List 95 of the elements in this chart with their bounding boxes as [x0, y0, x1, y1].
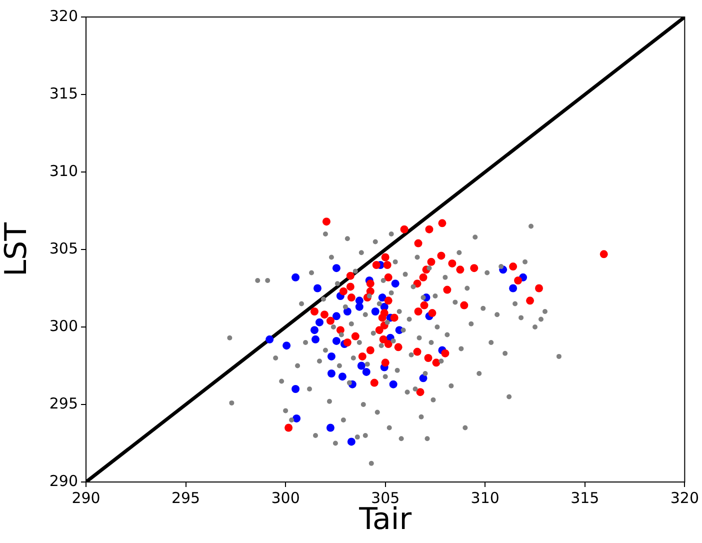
point	[514, 276, 522, 284]
point	[443, 286, 452, 294]
x-tick-label: 305	[371, 488, 400, 507]
point	[384, 273, 392, 282]
point	[384, 296, 392, 305]
point	[327, 352, 336, 360]
point	[438, 219, 446, 228]
point	[284, 424, 293, 432]
point	[413, 280, 422, 288]
point	[343, 308, 352, 316]
point	[414, 308, 422, 316]
point	[313, 284, 322, 292]
point	[326, 316, 334, 325]
point	[394, 343, 402, 352]
point	[381, 253, 390, 262]
point	[338, 372, 346, 381]
point	[326, 424, 334, 432]
point	[441, 349, 450, 358]
point	[327, 370, 336, 378]
point	[322, 218, 330, 226]
point	[378, 294, 386, 302]
point	[413, 348, 422, 356]
point	[292, 385, 300, 393]
point	[378, 314, 386, 322]
point	[448, 259, 456, 268]
y-tick-label: 290	[49, 472, 78, 490]
point	[351, 332, 360, 340]
point	[292, 273, 300, 282]
y-tick-label: 300	[49, 316, 78, 335]
x-tick-label: 295	[171, 488, 200, 507]
x-tick-label: 315	[570, 488, 600, 507]
point	[266, 335, 274, 344]
point	[535, 284, 544, 292]
point	[509, 284, 518, 292]
point	[346, 272, 354, 280]
point	[432, 358, 440, 367]
point	[311, 335, 320, 344]
point	[357, 362, 366, 370]
point	[526, 296, 534, 305]
point	[339, 287, 348, 296]
point	[424, 354, 432, 362]
point	[390, 314, 398, 322]
point	[400, 225, 408, 234]
point	[347, 438, 356, 446]
point	[310, 326, 318, 334]
point	[428, 309, 436, 318]
point	[372, 261, 380, 269]
point	[370, 378, 378, 387]
point	[371, 308, 380, 316]
point	[384, 340, 392, 348]
point	[332, 336, 340, 345]
point	[437, 252, 446, 260]
point	[420, 301, 428, 310]
point	[346, 282, 354, 291]
point	[391, 280, 400, 288]
x-tick-label: 300	[271, 488, 300, 507]
point	[600, 250, 608, 258]
y-tick-label: 295	[49, 394, 78, 412]
point	[282, 342, 291, 350]
point	[343, 338, 352, 346]
point	[416, 388, 424, 396]
point	[379, 335, 388, 344]
point	[460, 301, 468, 310]
y-tick-label: 320	[49, 6, 78, 25]
x-tick-label: 310	[470, 488, 500, 507]
point	[375, 326, 384, 334]
x-tick-label: 290	[72, 488, 100, 507]
y-tick-label: 315	[49, 84, 78, 102]
point	[332, 312, 340, 320]
y-tick-label: 305	[49, 239, 78, 258]
point	[336, 326, 344, 334]
point	[509, 262, 518, 271]
point	[381, 358, 390, 367]
point	[456, 266, 464, 274]
point	[332, 264, 340, 272]
point	[389, 380, 398, 388]
point	[355, 302, 364, 311]
point	[383, 261, 392, 269]
point	[427, 258, 436, 266]
point	[366, 346, 374, 354]
x-tick-label: 320	[670, 488, 700, 507]
point	[470, 264, 478, 272]
y-tick-label: 310	[49, 162, 78, 180]
point	[292, 414, 301, 422]
point	[320, 310, 328, 319]
point	[347, 294, 356, 302]
point	[425, 225, 434, 234]
point	[362, 368, 370, 376]
point	[366, 280, 374, 288]
y-axis-title: LST	[0, 222, 34, 277]
point	[315, 318, 324, 326]
point	[358, 352, 366, 360]
point	[419, 273, 428, 282]
point	[310, 308, 318, 316]
point	[414, 239, 422, 248]
